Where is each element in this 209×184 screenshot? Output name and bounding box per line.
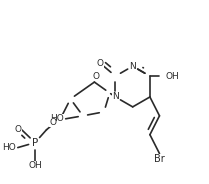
Text: O: O bbox=[97, 59, 104, 68]
Text: HO: HO bbox=[2, 143, 16, 152]
Text: O: O bbox=[93, 72, 100, 81]
Text: N: N bbox=[112, 93, 119, 101]
Text: HO: HO bbox=[50, 114, 64, 123]
Text: OH: OH bbox=[28, 162, 42, 170]
Text: O: O bbox=[49, 118, 56, 127]
Text: N: N bbox=[129, 62, 136, 71]
Text: OH: OH bbox=[165, 72, 179, 81]
Text: O: O bbox=[15, 125, 22, 134]
Text: Br: Br bbox=[154, 153, 165, 164]
Text: P: P bbox=[32, 138, 38, 148]
